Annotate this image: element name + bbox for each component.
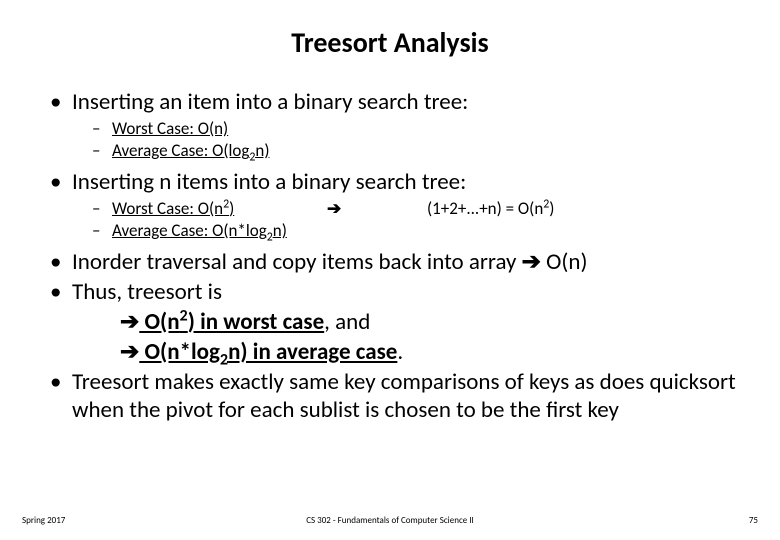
bullet-5-text: Treesort makes exactly same key comparis… (72, 368, 750, 424)
footer-left: Spring 2017 (22, 515, 65, 526)
arrow-icon: ➔ (327, 199, 427, 219)
bullet-2-sub-2-text: Average Case: O(n*log2n) (112, 220, 287, 241)
slide: Treesort Analysis • Inserting an item in… (0, 0, 780, 540)
arrow-icon: ➔ (120, 338, 139, 364)
bullet-icon: • (50, 368, 72, 396)
dash-icon: – (92, 220, 112, 241)
bullet-1-text: Inserting an item into a binary search t… (72, 88, 468, 116)
footer-center: CS 302 - Fundamentals of Computer Scienc… (306, 515, 474, 526)
bullet-5: • Treesort makes exactly same key compar… (50, 368, 750, 424)
superscript: 2 (180, 306, 188, 325)
text-part: Inorder traversal and copy items back in… (72, 248, 522, 276)
bullet-3: • Inorder traversal and copy items back … (50, 248, 750, 276)
bullet-1: • Inserting an item into a binary search… (50, 88, 750, 116)
bullet-icon: • (50, 88, 72, 116)
text-part: , and (324, 308, 370, 336)
dash-icon: – (92, 118, 112, 139)
bullet-2-sub-2: – Average Case: O(n*log2n) (92, 220, 750, 241)
text-part: O(n) (541, 248, 587, 276)
text-part: Worst Case: O(n (112, 198, 223, 219)
text-part: Average Case: O(n*log (112, 220, 267, 241)
bullet-icon: • (50, 168, 72, 196)
slide-footer: Spring 2017 CS 302 - Fundamentals of Com… (0, 515, 780, 526)
bullet-icon: • (50, 278, 72, 306)
bullet-1-sub-2-text: Average Case: O(log2n) (112, 140, 270, 161)
text-part: Average Case: O(log (112, 140, 249, 161)
bullet-1-sub-1-text: Worst Case: O(n) (112, 118, 228, 139)
text-part: n) (255, 140, 269, 161)
slide-content: • Inserting an item into a binary search… (30, 88, 750, 424)
dash-icon: – (92, 198, 112, 219)
text-part: (1+2+...+n) = O(n (427, 198, 543, 219)
text-part: O(n (139, 308, 179, 336)
bullet-2: • Inserting n items into a binary search… (50, 168, 750, 196)
text-part: n) in average case (228, 338, 397, 366)
text-part: ) (549, 198, 554, 219)
text-part: O(n*log (139, 338, 220, 366)
bullet-2-sub-1-text: Worst Case: O(n2) ➔ (1+2+...+n) = O(n2) (112, 198, 554, 219)
bullet-1-sub-2: – Average Case: O(log2n) (92, 140, 750, 161)
bullet-4: • Thus, treesort is (50, 278, 750, 306)
bullet-1-sub-1: – Worst Case: O(n) (92, 118, 750, 139)
footer-right: 75 (749, 515, 758, 526)
arrow-icon: ➔ (522, 248, 541, 274)
text-part: . (397, 338, 403, 366)
dash-icon: – (92, 140, 112, 161)
text-part: ) in worst case (188, 308, 324, 336)
subscript: 2 (220, 351, 228, 370)
bullet-3-text: Inorder traversal and copy items back in… (72, 248, 587, 276)
bullet-2-sub-1: – Worst Case: O(n2) ➔ (1+2+...+n) = O(n2… (92, 198, 750, 219)
arrow-icon: ➔ (120, 308, 139, 334)
text-underline: Worst Case: O(n) (112, 118, 228, 139)
bullet-4-line-1: ➔ O(n2) in worst case, and (50, 308, 750, 336)
bullet-icon: • (50, 248, 72, 276)
bullet-2-text: Inserting n items into a binary search t… (72, 168, 466, 196)
bullet-4-text: Thus, treesort is (72, 278, 222, 306)
bullet-4-line-2: ➔ O(n*log2n) in average case. (50, 338, 750, 366)
slide-title: Treesort Analysis (30, 25, 750, 60)
text-part: ) (229, 198, 234, 219)
text-part: n) (273, 220, 287, 241)
